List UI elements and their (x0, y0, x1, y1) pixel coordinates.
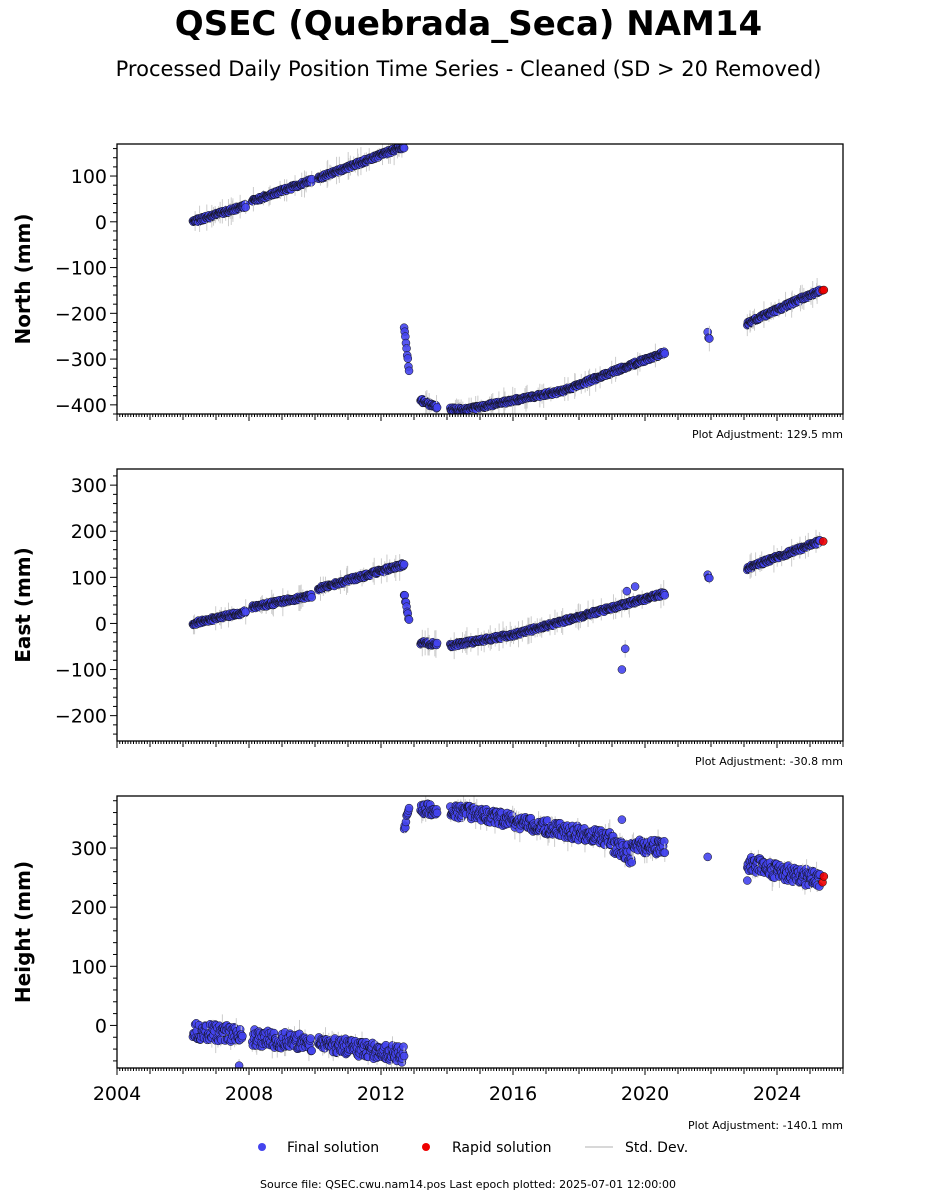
plot-frame (116, 468, 844, 742)
y-tick-label: −100 (55, 258, 107, 280)
legend-stddev-label: Std. Dev. (625, 1140, 688, 1156)
final-point (399, 144, 409, 153)
y-tick-label: 0 (95, 1015, 107, 1037)
final-outlier-point (703, 852, 712, 862)
final-point (660, 349, 670, 358)
final-point (306, 1034, 315, 1043)
y-tick-label: −100 (55, 660, 107, 682)
x-tick-label: 2004 (93, 1083, 141, 1105)
rapid-point (818, 537, 828, 546)
legend-rapid-label: Rapid solution (452, 1140, 552, 1156)
panels-group: 100 0 −100 −200 −300 −400 North (mm) Plot Adjus… (11, 143, 844, 1132)
y-tick-label: 0 (95, 613, 107, 635)
final-outlier-point (234, 1061, 244, 1068)
y-tick-label: −300 (55, 349, 107, 371)
plot-adjustment-label: Plot Adjustment: 129.5 mm (692, 428, 843, 441)
data-points (188, 796, 829, 1068)
final-point (404, 803, 414, 813)
final-point (307, 593, 316, 602)
final-point (399, 560, 409, 569)
final-point (241, 203, 250, 212)
final-point (705, 573, 714, 583)
final-point (403, 354, 413, 363)
final-point (660, 848, 670, 857)
final-point (660, 590, 670, 600)
y-tick-label: 200 (71, 897, 107, 919)
y-tick-label: −200 (55, 706, 107, 728)
final-outlier-point (617, 665, 627, 674)
y-axis-title: East (mm) (11, 547, 35, 663)
x-tick-label: 2016 (489, 1083, 537, 1105)
y-tick-label: 300 (71, 475, 107, 497)
final-point (659, 837, 669, 846)
y-tick-label: 100 (71, 956, 107, 978)
plot-frame (116, 143, 844, 415)
final-outlier-point (630, 582, 640, 591)
y-tick-label: −200 (55, 303, 107, 325)
final-point (399, 1051, 409, 1061)
x-tick-label: 2024 (753, 1083, 801, 1105)
x-tick-label: 2008 (225, 1083, 273, 1105)
final-point (432, 403, 442, 412)
final-outlier-point (617, 815, 627, 824)
final-point (627, 858, 637, 867)
legend-final-label: Final solution (287, 1140, 379, 1156)
x-tick-label: 2020 (621, 1083, 669, 1105)
y-tick-label: 200 (71, 521, 107, 543)
final-point (404, 366, 414, 376)
final-point (241, 607, 250, 617)
data-points (188, 529, 828, 674)
rapid-point (819, 872, 829, 881)
chart-subtitle: Processed Daily Position Time Series - C… (115, 57, 822, 81)
y-tick-label: −400 (55, 395, 107, 417)
plot-adjustment-label: Plot Adjustment: -140.1 mm (688, 1119, 843, 1132)
y-tick-label: 0 (95, 212, 107, 234)
source-text: Source file: QSEC.cwu.nam14.pos Last epo… (260, 1178, 676, 1191)
data-points (188, 144, 829, 414)
y-tick-label: 300 (71, 838, 107, 860)
chart-title: QSEC (Quebrada_Seca) NAM14 (174, 4, 763, 44)
final-point (238, 1031, 247, 1041)
final-point (404, 615, 414, 624)
y-tick-label: 100 (71, 166, 107, 188)
final-point (399, 1042, 408, 1051)
legend-final-marker (258, 1143, 266, 1151)
y-axis-title: North (mm) (11, 213, 35, 344)
plot-adjustment-label: Plot Adjustment: -30.8 mm (695, 755, 843, 768)
final-point (705, 334, 714, 343)
panel-height: 300 200 100 0 2004 2008 2012 2016 2020 2024 Height… (11, 795, 844, 1132)
x-tick-label: 2012 (357, 1083, 405, 1105)
y-tick-label: 100 (71, 567, 107, 589)
y-axis-title: Height (mm) (11, 861, 35, 1003)
final-outlier-point (743, 876, 752, 885)
panel-east: 300 200 100 0 −100 −200 East (mm) Plot Adjustme… (11, 468, 844, 768)
legend-rapid-marker (422, 1143, 430, 1151)
rapid-point (819, 285, 829, 295)
legend: Final solution Rapid solution Std. Dev. (258, 1140, 688, 1156)
final-point (432, 808, 442, 818)
final-outlier-point (622, 586, 632, 596)
final-point (307, 1046, 316, 1055)
panel-north: 100 0 −100 −200 −300 −400 North (mm) Plot Adjus… (11, 143, 844, 441)
final-outlier-point (620, 644, 630, 654)
final-point (432, 638, 442, 648)
